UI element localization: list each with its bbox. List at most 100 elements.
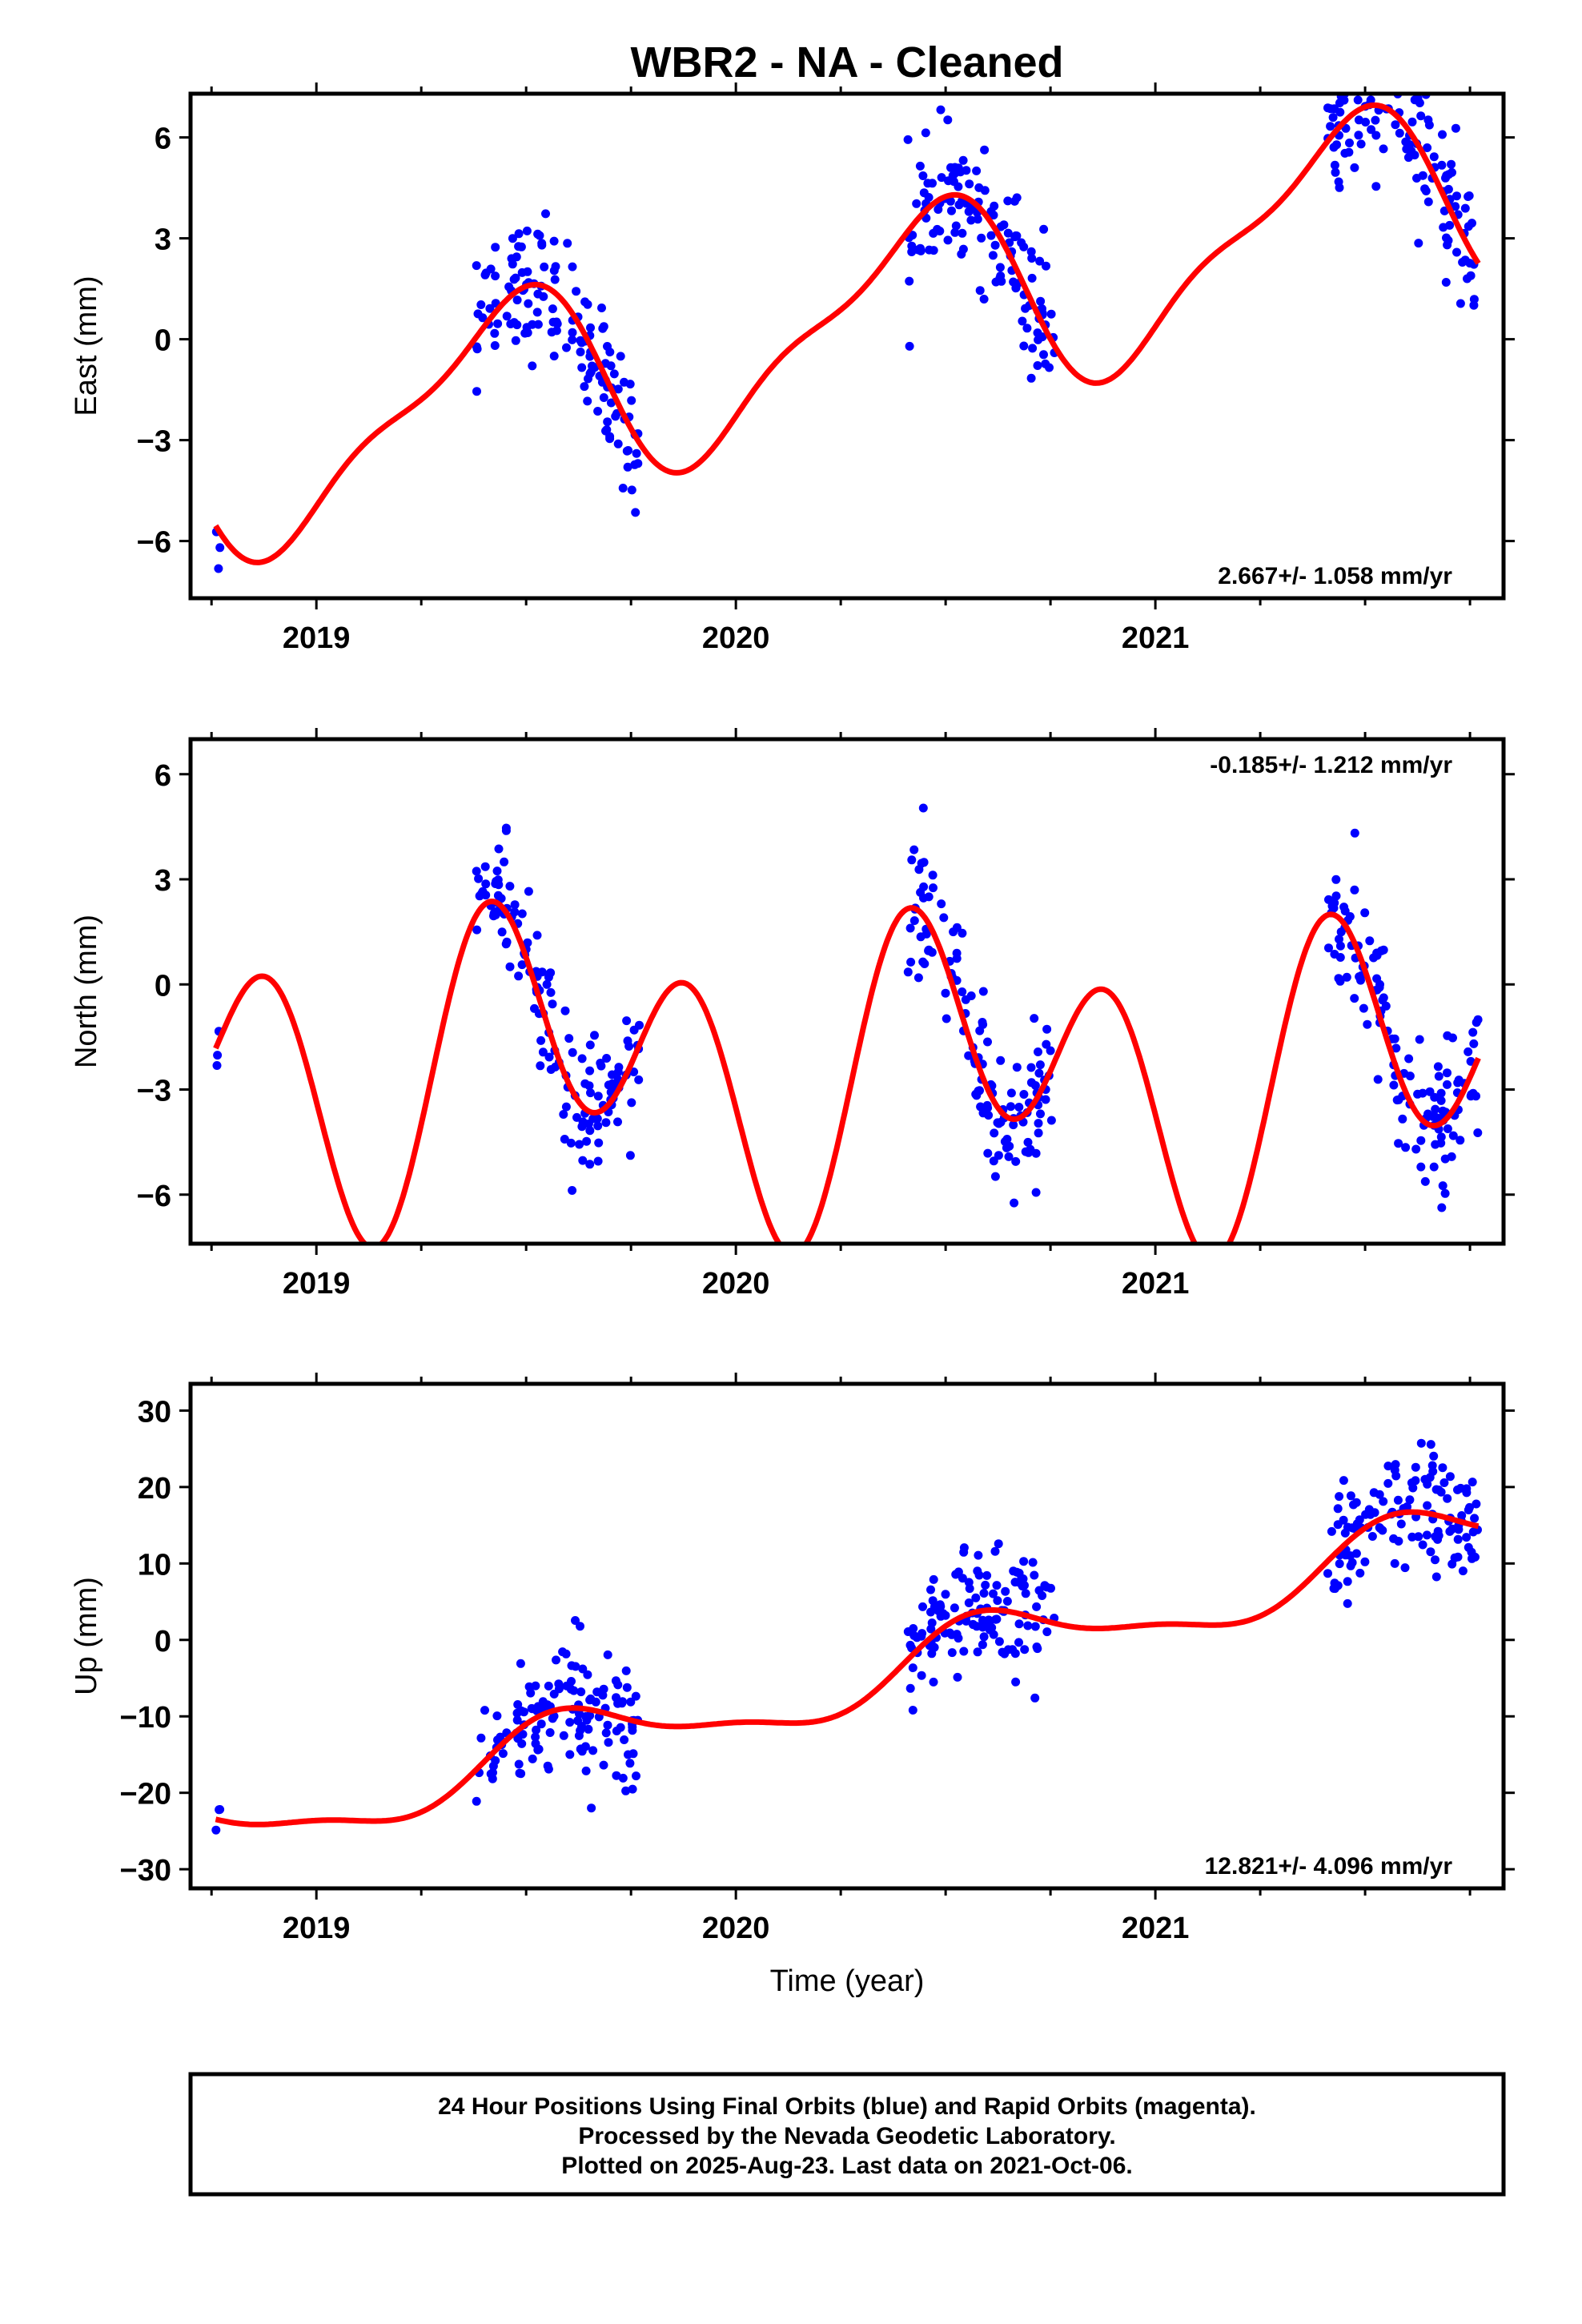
up-data-point bbox=[621, 1666, 631, 1675]
east-data-point bbox=[620, 377, 628, 387]
east-data-point bbox=[1437, 160, 1447, 170]
north-data-point bbox=[1010, 1198, 1019, 1208]
up-data-point bbox=[565, 1718, 575, 1727]
east-data-point bbox=[923, 179, 933, 188]
north-data-point bbox=[1373, 1075, 1383, 1084]
north-data-point bbox=[961, 995, 970, 1004]
north-data-point bbox=[505, 882, 515, 891]
north-data-point bbox=[1391, 1043, 1401, 1053]
up-data-point bbox=[576, 1744, 585, 1754]
north-data-point bbox=[1394, 1095, 1403, 1104]
north-data-point bbox=[1031, 1148, 1041, 1158]
north-data-point bbox=[1034, 1128, 1043, 1138]
north-data-point bbox=[996, 1117, 1006, 1127]
up-data-point bbox=[1418, 1540, 1427, 1550]
east-data-point bbox=[606, 398, 616, 408]
north-data-point bbox=[517, 960, 527, 970]
up-data-point bbox=[1453, 1534, 1463, 1544]
north-data-point bbox=[927, 947, 937, 957]
up-data-point bbox=[603, 1720, 612, 1730]
north-data-point bbox=[606, 1081, 616, 1091]
up-data-point bbox=[953, 1672, 962, 1682]
up-data-point bbox=[1001, 1586, 1010, 1596]
east-data-point bbox=[1364, 72, 1373, 81]
east-data-point bbox=[514, 242, 524, 251]
east-data-point bbox=[1033, 361, 1042, 370]
north-data-point bbox=[602, 1054, 612, 1063]
east-data-point bbox=[1414, 239, 1423, 248]
north-data-point bbox=[916, 932, 926, 942]
east-data-point bbox=[1028, 344, 1038, 353]
east-data-point bbox=[1010, 232, 1020, 242]
north-data-point bbox=[481, 891, 491, 900]
east-data-point bbox=[576, 348, 585, 356]
north-data-point bbox=[1448, 1131, 1458, 1140]
up-data-point bbox=[215, 1805, 225, 1814]
north-data-point bbox=[905, 923, 915, 933]
east-data-point bbox=[481, 268, 491, 278]
east-data-point bbox=[1041, 359, 1050, 368]
up-data-point bbox=[1347, 1558, 1357, 1567]
east-data-point bbox=[1420, 184, 1430, 194]
east-data-point bbox=[1402, 69, 1411, 78]
north-data-point bbox=[1350, 885, 1359, 895]
north-data-point bbox=[546, 987, 556, 997]
east-data-point bbox=[950, 227, 960, 237]
up-data-point bbox=[979, 1589, 989, 1598]
up-data-point bbox=[918, 1602, 927, 1611]
east-panel: −6 −3 0 3 6 2019 2020 2021 East (mm) 2.667+/- 1.0… bbox=[70, 47, 1515, 655]
north-data-point bbox=[1469, 1039, 1479, 1048]
up-data-point bbox=[628, 1784, 637, 1794]
up-data-point bbox=[972, 1622, 982, 1631]
north-data-point bbox=[572, 1112, 581, 1122]
east-data-point bbox=[1335, 107, 1345, 117]
east-data-point bbox=[551, 262, 560, 271]
east-data-point bbox=[630, 460, 640, 469]
east-data-point bbox=[1336, 47, 1345, 56]
up-data-point bbox=[1339, 1515, 1348, 1525]
up-data-point bbox=[536, 1719, 546, 1729]
north-data-point bbox=[492, 907, 502, 916]
north-data-point bbox=[949, 927, 958, 937]
east-data-point bbox=[1460, 203, 1470, 213]
east-data-point bbox=[1017, 238, 1026, 247]
east-data-point bbox=[586, 368, 596, 376]
east-data-point bbox=[1035, 256, 1045, 266]
north-data-point bbox=[1468, 1027, 1478, 1037]
north-data-point bbox=[537, 967, 547, 977]
up-data-point bbox=[588, 1746, 598, 1755]
north-data-point bbox=[523, 938, 532, 947]
east-data-point bbox=[1416, 111, 1426, 121]
up-data-point bbox=[612, 1771, 621, 1780]
north-data-point bbox=[480, 862, 490, 871]
east-data-point bbox=[580, 297, 590, 307]
up-data-point bbox=[982, 1570, 992, 1580]
up-data-point bbox=[1443, 1494, 1452, 1503]
up-data-point bbox=[959, 1543, 969, 1553]
north-data-point bbox=[544, 972, 553, 982]
north-data-point bbox=[1472, 1018, 1481, 1027]
north-xtick-label: 2019 bbox=[283, 1267, 351, 1301]
up-data-point bbox=[512, 1715, 522, 1725]
north-data-point bbox=[1416, 1136, 1426, 1145]
north-data-point bbox=[1473, 1128, 1483, 1137]
north-data-point bbox=[1014, 1103, 1024, 1112]
east-data-point bbox=[980, 186, 990, 195]
east-data-point bbox=[1335, 99, 1344, 107]
up-data-point bbox=[492, 1711, 502, 1721]
east-data-point bbox=[1361, 118, 1371, 127]
up-data-point bbox=[994, 1539, 1003, 1549]
north-data-point bbox=[514, 971, 524, 981]
east-data-point bbox=[907, 241, 917, 251]
north-data-point bbox=[517, 909, 527, 919]
east-data-point bbox=[1371, 115, 1380, 125]
north-data-point bbox=[919, 893, 928, 903]
up-data-point bbox=[581, 1712, 591, 1721]
north-data-point bbox=[613, 1117, 622, 1127]
east-data-point bbox=[1439, 223, 1448, 232]
north-data-point bbox=[1411, 1144, 1421, 1154]
up-data-point bbox=[584, 1724, 593, 1734]
up-data-point bbox=[1422, 1530, 1431, 1540]
east-xtick-label: 2021 bbox=[1122, 621, 1190, 655]
east-data-point bbox=[989, 211, 998, 220]
